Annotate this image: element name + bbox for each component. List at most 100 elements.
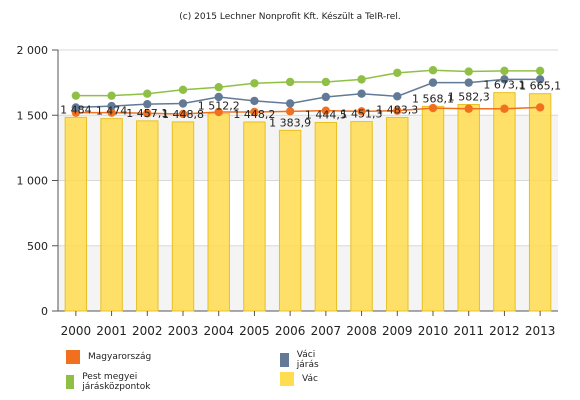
bar-vac[interactable]	[421, 105, 445, 312]
bar-vac[interactable]	[278, 129, 302, 312]
point-vaci-jaras[interactable]	[464, 78, 473, 87]
point-pest[interactable]	[428, 66, 438, 75]
x-tick-label: 2009	[382, 324, 413, 338]
data-label-vac: 1 483,3	[376, 103, 418, 116]
point-magyarorszag[interactable]	[285, 107, 295, 116]
x-tick-label: 2003	[168, 324, 199, 338]
point-vaci-jaras[interactable]	[214, 92, 223, 102]
line-vaci-jaras	[75, 78, 541, 109]
plot-band	[58, 245, 558, 311]
point-magyarorszag[interactable]	[143, 109, 152, 118]
point-magyarorszag[interactable]	[214, 107, 223, 117]
data-label-vac: 1 568,1	[412, 92, 454, 105]
line-pest	[75, 69, 541, 97]
point-magyarorszag[interactable]	[178, 109, 188, 119]
x-tick-label: 2010	[418, 324, 449, 338]
y-tick-label: 1 500	[17, 109, 49, 122]
point-magyarorszag[interactable]	[357, 107, 366, 116]
point-pest[interactable]	[107, 91, 116, 100]
point-vaci-jaras[interactable]	[535, 75, 545, 84]
point-vaci-jaras[interactable]	[178, 99, 188, 108]
data-label-vac: 1 383,9	[269, 116, 311, 129]
x-tick-label: 2012	[489, 324, 520, 338]
legend-swatch-magyarorszag	[66, 350, 80, 364]
x-tick-label: 2005	[239, 324, 270, 338]
legend-item-vac[interactable]: Vác	[280, 372, 318, 386]
bar-vac[interactable]	[207, 113, 230, 312]
x-tick-label: 2000	[61, 324, 92, 338]
y-tick-label: 1 000	[17, 175, 49, 188]
point-pest[interactable]	[285, 77, 295, 87]
point-vaci-jaras[interactable]	[393, 92, 402, 101]
point-pest[interactable]	[214, 82, 223, 92]
x-tick-label: 2001	[96, 324, 127, 338]
data-label-vac: 1 673,1	[483, 79, 525, 92]
point-vaci-jaras[interactable]	[321, 92, 331, 102]
data-label-vac: 1 451,3	[341, 108, 383, 121]
point-pest[interactable]	[500, 66, 509, 76]
point-vaci-jaras[interactable]	[250, 96, 259, 106]
bar-vac[interactable]	[350, 121, 373, 312]
point-pest[interactable]	[464, 67, 473, 76]
data-label-vac: 1 444,5	[305, 108, 347, 121]
point-magyarorszag[interactable]	[107, 108, 116, 117]
point-vaci-jaras[interactable]	[285, 99, 295, 108]
point-vaci-jaras[interactable]	[143, 99, 152, 109]
x-tick-label: 2002	[132, 324, 163, 338]
point-vaci-jaras[interactable]	[107, 101, 116, 111]
legend-item-magyarorszag[interactable]: Magyarország	[66, 350, 151, 364]
point-vaci-jaras[interactable]	[357, 89, 366, 98]
bar-vac[interactable]	[386, 116, 409, 312]
point-pest[interactable]	[250, 79, 259, 88]
data-label-vac: 1 474	[96, 105, 128, 118]
legend-swatch-vaci-jaras	[280, 353, 289, 367]
point-pest[interactable]	[178, 85, 188, 95]
bar-vac[interactable]	[493, 92, 516, 312]
x-tick-label: 2004	[203, 324, 234, 338]
x-tick-label: 2008	[346, 324, 377, 338]
point-pest[interactable]	[535, 66, 545, 76]
point-vaci-jaras[interactable]	[500, 75, 509, 84]
bar-vac[interactable]	[528, 93, 552, 312]
point-vaci-jaras[interactable]	[428, 78, 438, 87]
legend-item-vaci-jaras[interactable]: Váci járás	[280, 350, 324, 370]
legend-label-vac: Vác	[302, 374, 318, 384]
point-pest[interactable]	[357, 75, 366, 84]
data-label-vac: 1 448,8	[162, 108, 204, 121]
data-label-vac: 1 665,1	[519, 80, 561, 93]
bar-vac[interactable]	[314, 121, 338, 312]
bar-vac[interactable]	[171, 121, 195, 312]
legend-swatch-pest	[66, 375, 75, 389]
data-label-vac: 1 582,3	[448, 91, 490, 104]
legend-item-pest[interactable]: Pest megyei járásközpontok	[66, 372, 156, 392]
data-label-vac: 1 448,2	[233, 108, 275, 121]
point-pest[interactable]	[393, 68, 402, 78]
line-magyarorszag	[75, 106, 541, 115]
y-tick-label: 2 000	[17, 44, 49, 57]
legend-label-pest: Pest megyei járásközpontok	[82, 372, 151, 392]
point-magyarorszag[interactable]	[428, 103, 438, 113]
point-magyarorszag[interactable]	[321, 106, 331, 115]
bar-vac[interactable]	[457, 104, 480, 312]
y-tick-label: 0	[41, 305, 48, 318]
data-label-vac: 1 512,2	[198, 100, 240, 113]
bar-vac[interactable]	[136, 120, 159, 312]
point-pest[interactable]	[321, 77, 331, 87]
legend-label-vaci-jaras: Váci járás	[296, 350, 319, 370]
chart-title: (c) 2015 Lechner Nonprofit Kft. Készült …	[179, 12, 401, 22]
x-tick-label: 2006	[275, 324, 306, 338]
x-tick-label: 2007	[311, 324, 342, 338]
point-magyarorszag[interactable]	[393, 106, 402, 115]
point-vaci-jaras[interactable]	[71, 103, 81, 112]
point-magyarorszag[interactable]	[464, 104, 473, 113]
point-pest[interactable]	[71, 91, 81, 100]
point-magyarorszag[interactable]	[250, 107, 259, 117]
point-pest[interactable]	[143, 89, 152, 98]
bar-vac[interactable]	[100, 118, 123, 312]
point-magyarorszag[interactable]	[535, 103, 545, 112]
bar-vac[interactable]	[64, 116, 88, 312]
bar-vac[interactable]	[243, 121, 266, 312]
point-magyarorszag[interactable]	[500, 104, 509, 113]
legend-label-magyarorszag: Magyarország	[88, 352, 152, 362]
